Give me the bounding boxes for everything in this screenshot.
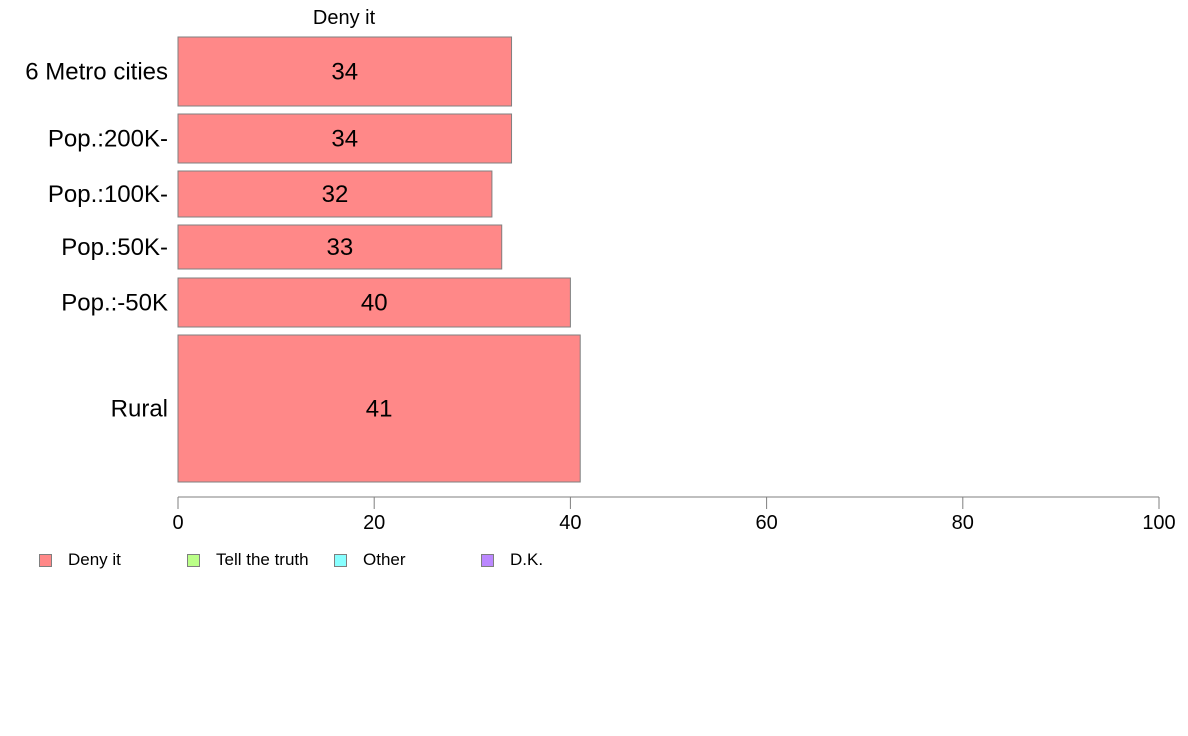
legend-label: Deny it: [68, 550, 121, 569]
x-tick-label: 20: [363, 512, 385, 534]
legend-item-tell-the-truth: Tell the truth: [187, 550, 309, 570]
bar-value-label: 41: [366, 396, 393, 423]
bar-0: [177, 36, 513, 107]
bar-value-label: 34: [331, 126, 358, 153]
legend-item-dk: D.K.: [481, 550, 543, 570]
x-tick-label: 40: [559, 512, 581, 534]
bar-value-label: 32: [322, 181, 349, 208]
legend-label: Other: [363, 550, 406, 569]
legend-label: Tell the truth: [216, 550, 309, 569]
category-label: 6 Metro cities: [25, 59, 168, 86]
panel-title: Deny it: [313, 7, 376, 29]
category-label: Rural: [111, 396, 168, 423]
x-tick-label: 60: [755, 512, 777, 534]
legend-item-deny-it: Deny it: [39, 550, 121, 570]
bars-group: 34 6 Metro cities 34 Pop.:200K- 32 Pop.:100K-…: [25, 36, 581, 483]
category-label: Pop.:-50K: [61, 290, 168, 317]
x-tick-label: 0: [172, 512, 183, 534]
bar-3: [177, 224, 503, 270]
category-label: Pop.:200K-: [48, 126, 168, 153]
bar-4: [177, 277, 571, 328]
bar-1: [177, 113, 513, 164]
bar-value-label: 40: [361, 290, 388, 317]
bar-value-label: 34: [331, 59, 358, 86]
bar-2: [177, 170, 493, 218]
legend-item-other: Other: [334, 550, 406, 570]
bar-value-label: 33: [327, 234, 354, 261]
x-tick-label: 80: [952, 512, 974, 534]
bar-5: [177, 334, 581, 483]
x-tick-label: 100: [1142, 512, 1175, 534]
legend-swatch-deny-it: [39, 553, 52, 567]
category-label: Pop.:50K-: [61, 234, 168, 261]
legend-swatch-dk: [481, 553, 494, 567]
legend-swatch-tell-the-truth: [187, 553, 200, 567]
category-label: Pop.:100K-: [48, 181, 168, 208]
legend-label: D.K.: [510, 550, 544, 569]
x-axis: 0 20 40 60 80 100: [172, 496, 1176, 534]
legend-swatch-other: [334, 553, 347, 567]
